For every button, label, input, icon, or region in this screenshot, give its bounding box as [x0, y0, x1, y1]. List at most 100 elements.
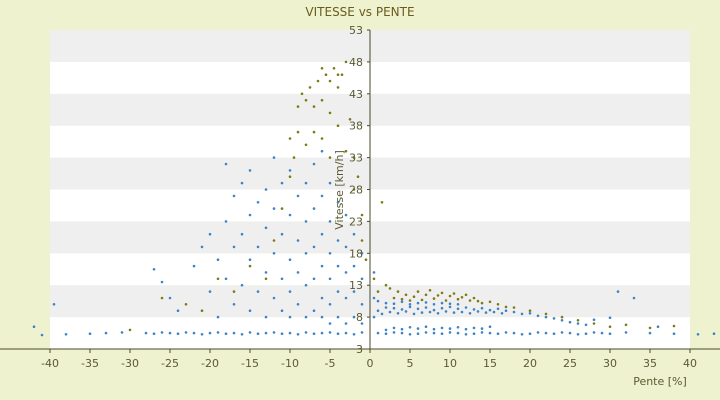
x-axis-label: Pente [%] — [633, 375, 687, 388]
data-point-blue — [360, 303, 364, 306]
data-point-blue — [248, 169, 252, 172]
data-point-olive — [504, 305, 508, 309]
data-point-blue — [320, 264, 324, 268]
data-point-blue — [440, 332, 444, 336]
data-point-blue — [208, 331, 212, 335]
data-point-olive — [432, 297, 436, 300]
y-tick-label: 3 — [356, 343, 363, 356]
data-point-blue — [160, 280, 164, 284]
x-tick-label: 10 — [443, 357, 457, 370]
data-point-olive — [460, 296, 464, 299]
data-point-blue — [312, 332, 316, 336]
x-tick-label: -25 — [161, 357, 179, 370]
data-point-blue — [360, 331, 364, 334]
data-point-blue — [200, 333, 204, 336]
data-point-olive — [412, 295, 416, 299]
data-point-blue — [52, 303, 56, 306]
x-tick-label: 30 — [603, 357, 617, 370]
data-point-blue — [480, 327, 484, 330]
data-point-blue — [656, 325, 660, 329]
data-point-olive — [448, 294, 452, 298]
x-tick-label: 20 — [523, 357, 537, 370]
data-point-blue — [288, 315, 292, 319]
x-tick-label: -30 — [121, 357, 139, 370]
data-point-blue — [416, 327, 420, 330]
data-point-blue — [400, 331, 404, 335]
data-point-olive — [452, 292, 456, 295]
data-point-blue — [360, 322, 364, 325]
y-tick-label: 48 — [349, 56, 363, 69]
data-point-blue — [448, 331, 452, 334]
data-point-olive — [352, 188, 356, 191]
data-point-blue — [448, 305, 452, 309]
data-point-olive — [304, 143, 308, 147]
tick-labels: -40 -35 -30 -25 -20 -15 -10 -5 0 5 10 15 20 25 30 35 40 3… — [41, 24, 697, 370]
data-point-blue — [328, 303, 332, 306]
data-point-blue — [600, 331, 604, 335]
data-point-blue — [360, 277, 364, 281]
data-point-blue — [576, 333, 580, 336]
data-point-blue — [464, 306, 468, 309]
data-point-blue — [320, 149, 324, 153]
data-point-blue — [480, 306, 484, 310]
data-point-blue — [200, 245, 204, 249]
data-point-blue — [240, 232, 244, 236]
data-point-olive — [324, 73, 328, 76]
data-point-blue — [320, 331, 324, 335]
data-point-blue — [280, 232, 284, 236]
data-point-olive — [512, 306, 516, 309]
data-point-blue — [152, 268, 156, 271]
data-point-olive — [436, 294, 440, 297]
data-point-blue — [464, 327, 468, 331]
data-point-blue — [408, 326, 412, 329]
data-point-blue — [584, 332, 588, 336]
data-point-blue — [192, 331, 196, 335]
data-point-blue — [472, 308, 476, 311]
data-point-olive — [288, 137, 292, 140]
data-point-olive — [336, 86, 340, 89]
data-point-olive — [184, 303, 188, 306]
data-point-olive — [608, 325, 612, 329]
data-point-blue — [304, 220, 308, 223]
data-point-blue — [280, 332, 284, 336]
data-point-blue — [424, 301, 428, 304]
data-point-blue — [328, 277, 332, 281]
data-point-blue — [376, 331, 380, 335]
data-point-blue — [400, 327, 404, 331]
data-point-blue — [168, 296, 172, 300]
data-point-blue — [460, 310, 464, 314]
data-point-olive — [288, 175, 292, 178]
data-point-blue — [488, 331, 492, 335]
data-point-blue — [416, 301, 420, 305]
data-point-blue — [432, 308, 436, 312]
data-point-olive — [348, 118, 352, 121]
data-point-blue — [336, 290, 340, 293]
data-point-olive — [420, 298, 424, 302]
data-point-blue — [208, 290, 212, 293]
data-point-blue — [552, 332, 556, 336]
x-tick-label: 35 — [643, 357, 657, 370]
data-point-olive — [472, 296, 476, 300]
data-point-blue — [424, 331, 428, 334]
data-point-blue — [560, 331, 564, 334]
data-point-blue — [584, 323, 588, 327]
data-point-blue — [372, 271, 376, 274]
data-point-blue — [152, 332, 156, 336]
data-point-blue — [344, 271, 348, 274]
data-point-blue — [160, 331, 164, 334]
data-point-blue — [120, 331, 124, 334]
data-point-olive — [264, 277, 268, 281]
data-point-blue — [608, 316, 612, 320]
data-point-blue — [472, 326, 476, 330]
data-point-blue — [456, 307, 460, 311]
data-point-blue — [384, 332, 388, 336]
data-point-olive — [304, 98, 308, 102]
data-point-olive — [296, 130, 300, 134]
data-point-olive — [316, 79, 320, 83]
data-point-olive — [360, 239, 364, 242]
data-point-blue — [496, 307, 500, 311]
data-point-olive — [344, 149, 348, 153]
data-point-blue — [440, 301, 444, 305]
data-point-olive — [468, 299, 472, 302]
